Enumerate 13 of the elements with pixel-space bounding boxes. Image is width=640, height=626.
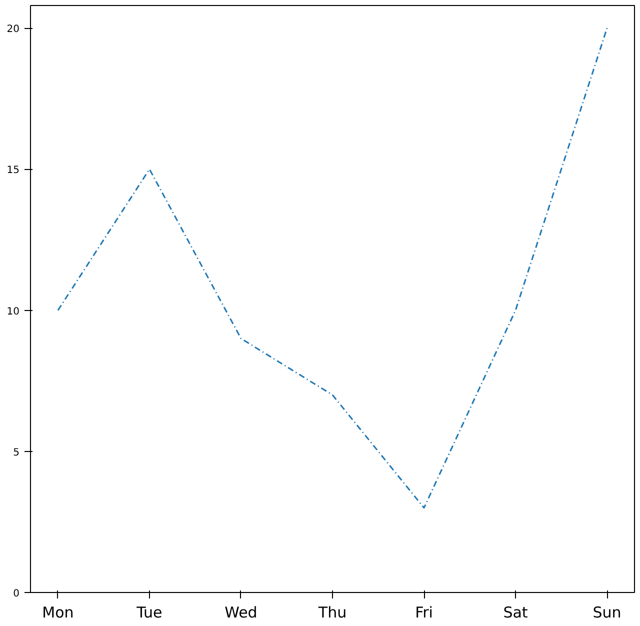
y-tick-label: 10 xyxy=(6,306,20,318)
x-tick-label: Sun xyxy=(592,604,622,622)
line-series xyxy=(57,27,608,509)
y-tick-label: 5 xyxy=(13,447,20,458)
y-tick-label: 20 xyxy=(6,24,20,36)
x-tick-label: Mon xyxy=(42,604,74,622)
y-tick-label: 0 xyxy=(13,588,20,600)
x-tick-label: Tue xyxy=(136,604,162,622)
x-tick-label: Thu xyxy=(317,604,347,622)
x-tick-label: Wed xyxy=(224,604,258,622)
x-tick-label: Sat xyxy=(503,604,528,622)
y-tick-label: 15 xyxy=(6,165,20,176)
x-tick-label: Fri xyxy=(415,604,433,622)
